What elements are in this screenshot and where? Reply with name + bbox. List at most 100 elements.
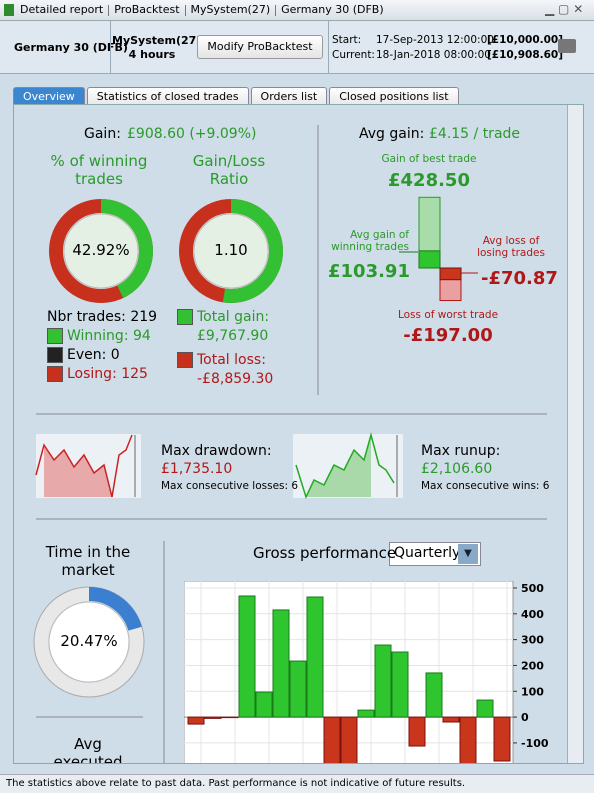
ratio-donut-arc bbox=[179, 199, 283, 303]
timeframe: 4 hours bbox=[128, 48, 176, 61]
current-label: Current: bbox=[332, 49, 375, 61]
y-tick-label: 0 bbox=[521, 711, 529, 724]
ratio-value: 1.10 bbox=[214, 241, 248, 259]
bar bbox=[493, 716, 511, 762]
avg-box bbox=[439, 267, 462, 281]
bar bbox=[323, 716, 341, 763]
gain-label: Gain: bbox=[84, 126, 121, 142]
winning-donut-arc bbox=[49, 199, 153, 303]
divider bbox=[328, 21, 329, 73]
next-title: Avg executed bbox=[53, 735, 123, 764]
title-segment: MySystem(27) bbox=[190, 3, 271, 16]
start-label: Start: bbox=[332, 34, 362, 46]
bar bbox=[442, 716, 460, 723]
bar bbox=[306, 596, 324, 718]
bar bbox=[374, 644, 392, 718]
bar bbox=[204, 716, 222, 719]
losing-swatch bbox=[47, 366, 63, 382]
ratio-donut-hole bbox=[193, 213, 269, 289]
bar bbox=[187, 716, 205, 725]
tab[interactable]: Closed positions list bbox=[329, 87, 459, 105]
market-title: Time in the market bbox=[45, 543, 131, 579]
y-tick-label: 400 bbox=[521, 608, 544, 621]
market-hole bbox=[48, 601, 130, 683]
even-swatch bbox=[47, 347, 63, 363]
y-tick-label: 500 bbox=[521, 582, 544, 595]
tab[interactable]: Overview bbox=[13, 87, 85, 105]
start-capital: [£10,000.00] bbox=[487, 34, 564, 46]
runup-consecutive: Max consecutive wins: 6 bbox=[421, 480, 550, 492]
bar bbox=[272, 609, 290, 718]
title-segments: Detailed report ProBacktest MySystem(27) Ge… bbox=[20, 3, 384, 16]
market-percent: 20.47% bbox=[60, 632, 118, 650]
avg-loss-label: Avg loss of losing trades bbox=[477, 235, 545, 259]
separator bbox=[275, 4, 277, 16]
bar bbox=[238, 595, 256, 718]
bar bbox=[408, 716, 426, 747]
disclaimer: The statistics above relate to past data… bbox=[6, 778, 466, 789]
drawdown-value: £1,735.10 bbox=[161, 461, 233, 477]
start-date: 17-Sep-2013 12:00:00 bbox=[376, 34, 494, 46]
avg-box bbox=[418, 250, 441, 269]
even-count: Even: 0 bbox=[67, 347, 120, 363]
window-buttons[interactable]: ▁ ▢ ✕ bbox=[545, 2, 584, 16]
header: Germany 30 (DFB) MySystem(27) 4 hours Mo… bbox=[0, 21, 594, 74]
drawdown-consecutive: Max consecutive losses: 6 bbox=[161, 480, 299, 492]
market-arc bbox=[34, 587, 144, 697]
bar bbox=[476, 699, 494, 718]
avg-win-value: £103.91 bbox=[328, 261, 410, 282]
period-value: Quarterly bbox=[394, 545, 461, 561]
title-segment: Detailed report bbox=[20, 3, 104, 16]
chart-area: -100 0 100 200 300 400 500 bbox=[184, 581, 549, 763]
avg-value: £4.15 / trade bbox=[429, 126, 521, 142]
bar bbox=[391, 651, 409, 718]
tab[interactable]: Statistics of closed trades bbox=[86, 87, 249, 105]
bar bbox=[425, 672, 443, 718]
bar bbox=[459, 716, 477, 763]
best-label: Gain of best trade bbox=[381, 153, 477, 165]
separator bbox=[108, 4, 110, 16]
winning-swatch bbox=[47, 328, 63, 344]
avg-label: Avg gain: bbox=[359, 126, 425, 142]
runup-sparkline bbox=[293, 432, 403, 500]
winning-donut-hole bbox=[63, 213, 139, 289]
overview-panel: -100 0 100 200 300 400 500 Quarterly ▼ Gain: £9… bbox=[13, 104, 584, 764]
worst-value: -£197.00 bbox=[403, 325, 493, 346]
bar bbox=[357, 709, 375, 718]
footer: The statistics above relate to past data… bbox=[0, 774, 594, 793]
separator bbox=[184, 4, 186, 16]
dropdown-arrow[interactable]: ▼ bbox=[458, 544, 478, 564]
system: MySystem(27) bbox=[112, 34, 202, 47]
total-loss-label: Total loss: bbox=[197, 352, 266, 368]
bar bbox=[255, 691, 273, 718]
trades-count: Nbr trades: 219 bbox=[47, 309, 158, 325]
runup-label: Max runup: bbox=[421, 443, 501, 459]
modify-button[interactable]: Modify ProBacktest bbox=[197, 35, 323, 59]
instrument: Germany 30 (DFB) bbox=[14, 41, 128, 54]
print-icon[interactable] bbox=[558, 39, 576, 53]
overview-graphics bbox=[33, 125, 547, 763]
worst-label: Loss of worst trade bbox=[397, 309, 499, 321]
bar bbox=[221, 716, 239, 719]
current-date: 18-Jan-2018 08:00:00 bbox=[376, 49, 491, 61]
winning-count: Winning: 94 bbox=[67, 328, 151, 344]
y-tick-label: 300 bbox=[521, 634, 544, 647]
drawdown-sparkline bbox=[35, 434, 141, 498]
y-tick-label: -100 bbox=[521, 737, 549, 750]
total-gain-label: Total gain: bbox=[197, 309, 270, 325]
total-gain: £9,767.90 bbox=[197, 328, 269, 344]
tabs: Overview Statistics of closed trades Order… bbox=[13, 85, 461, 105]
gross-performance-chart: -100 0 100 200 300 400 500 bbox=[184, 581, 549, 763]
loss-swatch bbox=[177, 352, 193, 368]
y-tick-label: 200 bbox=[521, 659, 544, 672]
y-tick-label: 100 bbox=[521, 685, 544, 698]
scrollbar[interactable] bbox=[567, 105, 583, 763]
winning-title: % of winning trades bbox=[50, 152, 148, 188]
avg-loss-value: -£70.87 bbox=[481, 268, 558, 289]
tab[interactable]: Orders list bbox=[250, 87, 328, 105]
period-select[interactable]: Quarterly ▼ bbox=[389, 542, 481, 566]
bar bbox=[340, 716, 358, 763]
title-segment: ProBacktest bbox=[114, 3, 180, 16]
title-segment: Germany 30 (DFB) bbox=[281, 3, 384, 16]
